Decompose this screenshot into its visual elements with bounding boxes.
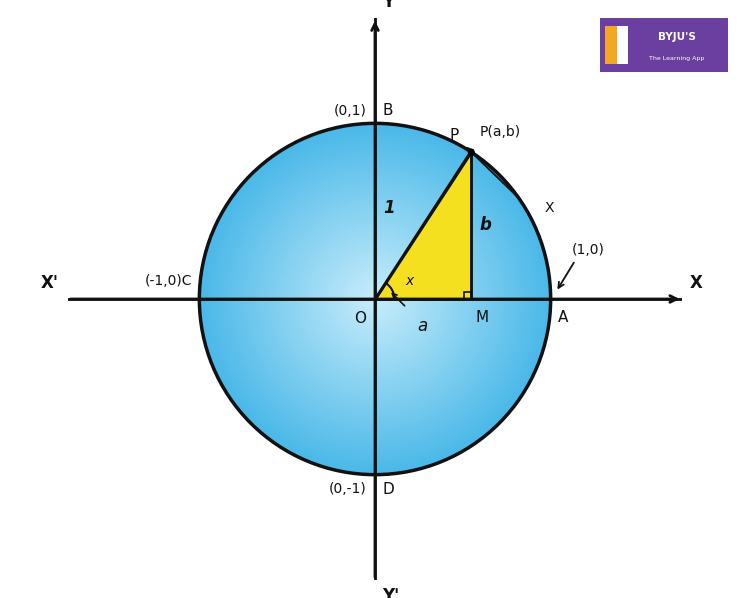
Circle shape: [255, 179, 495, 419]
Circle shape: [269, 194, 481, 404]
Circle shape: [299, 223, 451, 375]
Circle shape: [206, 129, 544, 469]
Circle shape: [343, 267, 407, 331]
Text: b: b: [479, 216, 491, 234]
Circle shape: [316, 240, 434, 358]
Circle shape: [355, 279, 395, 319]
Text: (0,1): (0,1): [333, 104, 366, 118]
Circle shape: [252, 176, 498, 422]
Text: Y': Y': [382, 587, 399, 598]
Circle shape: [328, 252, 422, 346]
Text: O: O: [354, 312, 366, 327]
Circle shape: [235, 158, 515, 440]
Circle shape: [275, 200, 475, 398]
Circle shape: [304, 229, 446, 370]
Text: (1,0): (1,0): [572, 243, 604, 257]
Circle shape: [258, 182, 492, 416]
Text: x: x: [405, 274, 413, 288]
Circle shape: [267, 191, 483, 407]
Circle shape: [314, 237, 436, 361]
Circle shape: [310, 234, 440, 364]
Circle shape: [243, 167, 507, 431]
Circle shape: [326, 249, 424, 349]
Circle shape: [287, 211, 463, 387]
Circle shape: [290, 214, 460, 384]
Circle shape: [272, 197, 478, 401]
Circle shape: [346, 270, 404, 328]
Circle shape: [238, 161, 512, 437]
Bar: [605, 26, 628, 64]
Circle shape: [264, 188, 486, 410]
Text: (-1,0)C: (-1,0)C: [145, 274, 192, 288]
Text: X: X: [689, 274, 702, 292]
Polygon shape: [375, 152, 471, 299]
Circle shape: [358, 282, 392, 316]
Text: X: X: [544, 201, 554, 215]
Circle shape: [366, 290, 384, 308]
Circle shape: [211, 135, 539, 463]
Text: D: D: [382, 482, 394, 497]
Circle shape: [372, 296, 378, 302]
Circle shape: [284, 208, 466, 390]
Text: a: a: [418, 316, 428, 334]
Text: 1: 1: [383, 199, 394, 216]
Circle shape: [369, 293, 381, 305]
Circle shape: [281, 205, 469, 393]
Text: (0,-1): (0,-1): [328, 482, 366, 496]
Circle shape: [229, 152, 521, 446]
Circle shape: [337, 261, 413, 337]
Text: P: P: [449, 128, 458, 143]
Circle shape: [232, 155, 518, 443]
Circle shape: [220, 144, 530, 454]
Circle shape: [214, 138, 536, 460]
Circle shape: [202, 126, 548, 472]
Circle shape: [261, 185, 489, 413]
Text: B: B: [382, 103, 392, 118]
Circle shape: [360, 285, 390, 313]
Circle shape: [331, 255, 419, 343]
Text: A: A: [558, 310, 568, 325]
Text: The Learning App: The Learning App: [649, 56, 704, 61]
Circle shape: [217, 141, 533, 457]
Circle shape: [208, 132, 542, 466]
Circle shape: [240, 164, 510, 434]
Circle shape: [296, 220, 454, 378]
Circle shape: [246, 170, 504, 428]
Circle shape: [223, 147, 527, 451]
Circle shape: [334, 258, 416, 340]
Circle shape: [352, 276, 398, 322]
Text: P(a,b): P(a,b): [479, 126, 520, 139]
Circle shape: [320, 243, 430, 355]
Text: M: M: [476, 310, 489, 325]
Text: BYJU'S: BYJU'S: [658, 32, 695, 42]
Circle shape: [322, 246, 428, 352]
Circle shape: [278, 202, 472, 396]
Circle shape: [308, 231, 442, 367]
Circle shape: [302, 226, 448, 372]
Circle shape: [249, 173, 501, 425]
Text: Y: Y: [382, 0, 394, 11]
Circle shape: [363, 287, 387, 311]
Text: X': X': [40, 274, 58, 292]
Circle shape: [293, 217, 457, 381]
Bar: [605, 26, 616, 64]
Circle shape: [349, 273, 401, 325]
Circle shape: [340, 264, 410, 334]
Circle shape: [226, 150, 524, 448]
Circle shape: [200, 123, 550, 475]
